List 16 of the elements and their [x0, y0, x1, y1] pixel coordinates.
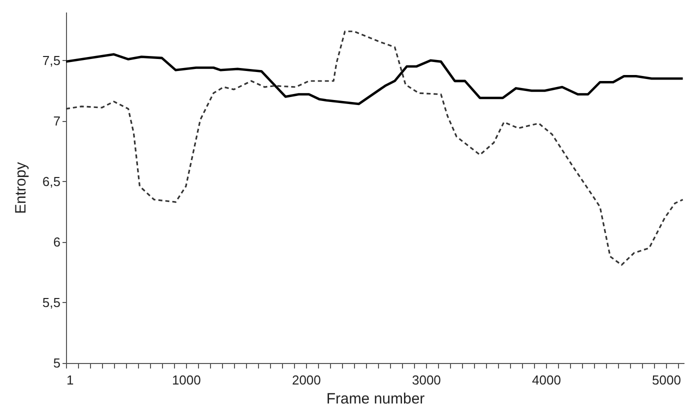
- y-tick-label: 6: [53, 234, 60, 250]
- x-axis-title: Frame number: [326, 390, 425, 408]
- y-tick-label: 5: [53, 356, 60, 370]
- x-tick-label: 3000: [412, 372, 441, 388]
- x-tick-label: 1: [66, 372, 74, 388]
- x-tick-label: 4000: [532, 372, 561, 388]
- y-tick-label: 6,5: [42, 174, 60, 189]
- x-tick-label: 5000: [652, 372, 681, 388]
- x-tick-label: 2000: [292, 372, 321, 388]
- y-tick-label: 7: [53, 113, 60, 128]
- x-tick-label: 1000: [172, 372, 201, 388]
- y-tick-label: 7,5: [42, 52, 60, 68]
- y-axis-title: Entropy: [12, 162, 30, 214]
- line-series: [66, 53, 684, 106]
- line-series: [66, 30, 684, 266]
- y-tick-label: 5,5: [42, 294, 60, 310]
